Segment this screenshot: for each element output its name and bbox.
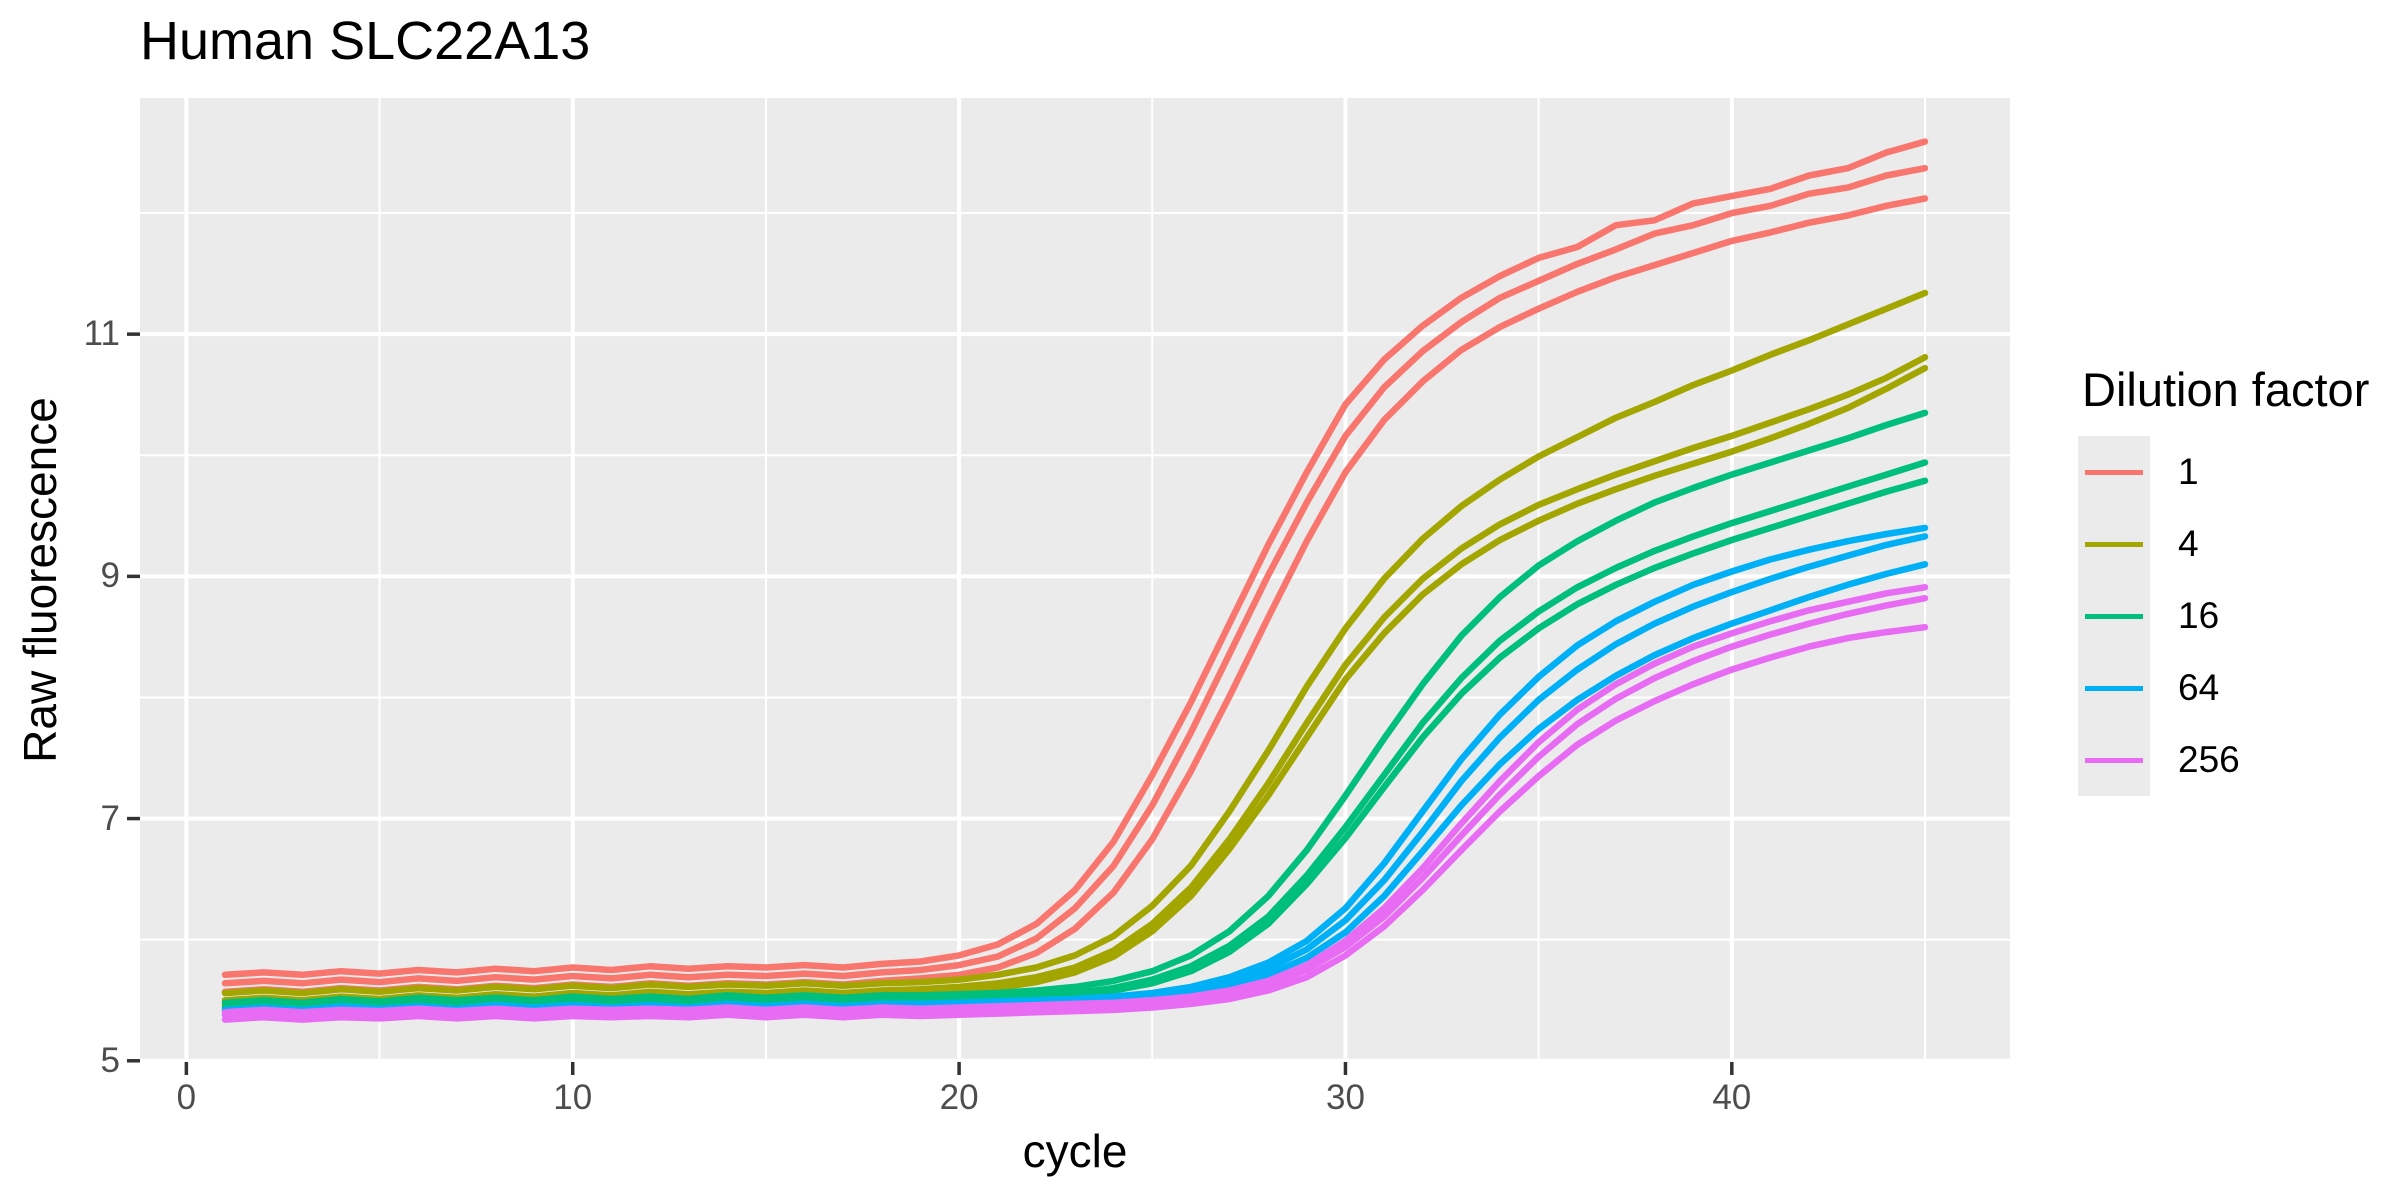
plot-title: Human SLC22A13 — [140, 11, 591, 71]
x-axis-title: cycle — [1022, 1125, 1128, 1177]
y-tick-label: 9 — [100, 556, 120, 596]
legend-key — [2078, 652, 2150, 724]
legend-line-swatch — [2085, 613, 2143, 619]
series-line-dilution16-rep1 — [221, 409, 1929, 1006]
x-tick-label: 20 — [939, 1078, 979, 1117]
series-line-dilution4-rep1 — [221, 289, 1929, 997]
y-tick-label: 11 — [83, 314, 120, 354]
legend-entry: 256 — [2078, 724, 2240, 796]
legend-label: 256 — [2178, 739, 2240, 780]
legend-entry: 64 — [2078, 652, 2240, 724]
legend-line-swatch — [2085, 541, 2143, 547]
legend: 1 4 16 64 256 — [2078, 436, 2240, 796]
legend-label: 1 — [2178, 451, 2199, 492]
legend-line-swatch — [2085, 685, 2143, 691]
legend-entry: 1 — [2078, 436, 2240, 508]
legend-label: 64 — [2178, 667, 2220, 708]
legend-label: 16 — [2178, 595, 2220, 636]
series-line-dilution1-rep2 — [221, 164, 1929, 987]
x-tick-label: 40 — [1712, 1078, 1752, 1117]
series-line-dilution256-rep2 — [221, 594, 1929, 1019]
legend-title: Dilution factor — [2082, 363, 2370, 416]
legend-line-swatch — [2085, 757, 2143, 763]
legend-key — [2078, 724, 2150, 796]
x-tick-label: 10 — [553, 1078, 593, 1117]
x-tick-label: 0 — [176, 1078, 197, 1117]
y-tick-label: 5 — [100, 1040, 120, 1080]
legend-entry: 16 — [2078, 580, 2240, 652]
legend-line-swatch — [2085, 469, 2143, 475]
series-line-dilution256-rep3 — [221, 623, 1929, 1023]
legend-key — [2078, 580, 2150, 652]
legend-key — [2078, 436, 2150, 508]
y-tick-label: 7 — [100, 798, 120, 838]
series-line-dilution4-rep2 — [221, 353, 1929, 1004]
legend-entry: 4 — [2078, 508, 2240, 580]
x-tick-label: 30 — [1325, 1078, 1365, 1117]
legend-key — [2078, 508, 2150, 580]
legend-label: 4 — [2178, 523, 2199, 564]
series-line-dilution1-rep1 — [221, 138, 1929, 979]
